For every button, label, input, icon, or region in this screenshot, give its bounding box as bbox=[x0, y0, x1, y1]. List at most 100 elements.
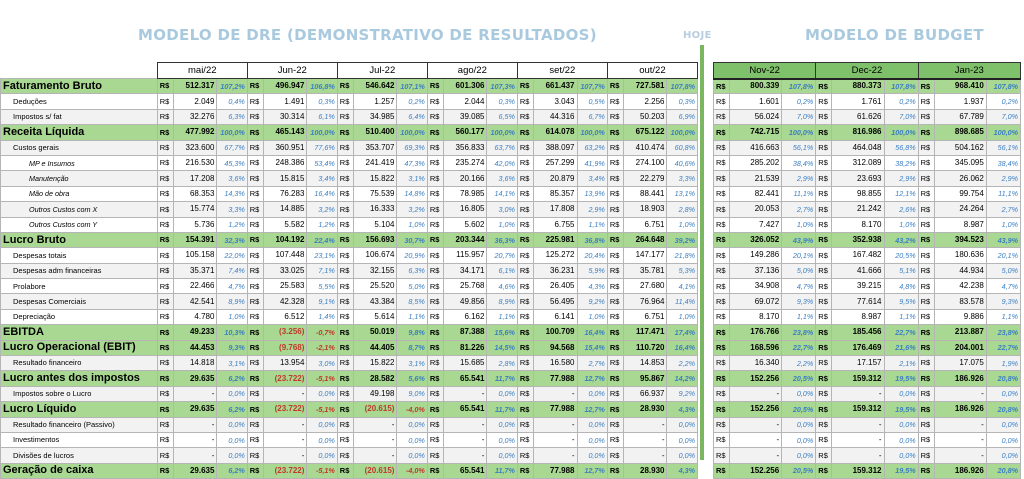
percent-cell: 5,3% bbox=[666, 262, 698, 280]
percent-cell: 20,5% bbox=[781, 370, 817, 387]
table-row: R$ 69.072 9,3% R$ 77.614 9,5% R$ 83.578 9,3% bbox=[712, 293, 1022, 310]
value-cell: 83.578 bbox=[933, 293, 987, 310]
currency-symbol: R$ bbox=[156, 262, 174, 280]
currency-symbol: R$ bbox=[917, 293, 935, 310]
percent-cell: 6,3% bbox=[396, 262, 428, 280]
value-cell: 95.867 bbox=[622, 370, 668, 387]
row-label: Resultado financeiro bbox=[0, 355, 158, 372]
currency-symbol: R$ bbox=[606, 108, 625, 126]
percent-cell: 1,0% bbox=[985, 216, 1022, 233]
percent-cell: 67,7% bbox=[216, 139, 248, 156]
row-label: Despesas Comerciais bbox=[0, 293, 158, 310]
table-row: Receita Líquida R$ 477.992 100,0% R$ 465.143 1… bbox=[0, 124, 698, 141]
value-cell: 81.226 bbox=[442, 339, 488, 357]
table-row: R$ 16.340 2,2% R$ 17.157 2,1% R$ 17.075 1,9% bbox=[712, 355, 1022, 372]
percent-cell: 56,1% bbox=[985, 139, 1022, 156]
value-cell: 880.373 bbox=[831, 77, 885, 95]
table-row: R$ 800.339 107,8% R$ 880.373 107,8% R$ 968.410 1… bbox=[712, 77, 1022, 95]
value-cell: 42.328 bbox=[262, 293, 308, 310]
value-cell: 32.155 bbox=[352, 262, 398, 280]
value-cell: 312.089 bbox=[831, 154, 885, 172]
table-row: R$ -0,0% R$ -0,0% R$ -0,0% bbox=[712, 447, 1022, 464]
currency-symbol: R$ bbox=[426, 308, 444, 326]
value-cell: 1.601 bbox=[729, 93, 783, 110]
value-cell: 107.448 bbox=[262, 247, 308, 264]
value-cell: 43.384 bbox=[352, 293, 398, 310]
value-cell: 15.822 bbox=[352, 355, 398, 372]
currency-symbol: R$ bbox=[917, 416, 935, 433]
percent-cell: 16,4% bbox=[576, 324, 608, 341]
value-cell: (9.768) bbox=[262, 339, 308, 357]
percent-cell: 16,4% bbox=[306, 185, 338, 203]
currency-symbol: R$ bbox=[815, 370, 833, 387]
value-cell: 2.049 bbox=[172, 93, 218, 110]
value-cell: 25.520 bbox=[352, 278, 398, 295]
percent-cell: 2,9% bbox=[985, 170, 1022, 187]
value-cell: 32.276 bbox=[172, 108, 218, 126]
table-row: MP e Insumos R$ 216.530 45,3% R$ 248.386 53,4%… bbox=[0, 154, 698, 172]
percent-cell: 11,1% bbox=[985, 185, 1022, 203]
currency-symbol: R$ bbox=[246, 185, 264, 203]
value-cell: 44.453 bbox=[172, 339, 218, 357]
table-row: Faturamento Bruto R$ 512.317 107,2% R$ 496.94… bbox=[0, 77, 698, 95]
percent-cell: 1,0% bbox=[216, 308, 248, 326]
percent-cell: 3,1% bbox=[216, 355, 248, 372]
value-cell: - bbox=[933, 385, 987, 403]
table-row: Prolabore R$ 22.466 4,7% R$ 25.583 5,5% R$ 25.52… bbox=[0, 278, 698, 295]
value-cell: 36.231 bbox=[533, 262, 578, 280]
percent-cell: -4,0% bbox=[396, 401, 428, 418]
currency-symbol: R$ bbox=[246, 278, 264, 295]
currency-symbol: R$ bbox=[606, 201, 625, 218]
percent-cell: 2,7% bbox=[985, 201, 1022, 218]
currency-symbol: R$ bbox=[516, 139, 535, 156]
value-cell: - bbox=[831, 431, 885, 449]
value-cell: 42.238 bbox=[933, 278, 987, 295]
value-cell: 1.761 bbox=[831, 93, 885, 110]
currency-symbol: R$ bbox=[516, 201, 535, 218]
value-cell: 323.600 bbox=[172, 139, 218, 156]
value-cell: 49.233 bbox=[172, 324, 218, 341]
percent-cell: 1,2% bbox=[216, 216, 248, 233]
currency-symbol: R$ bbox=[606, 247, 625, 264]
percent-cell: 43,2% bbox=[883, 231, 919, 249]
percent-cell: 5,0% bbox=[396, 278, 428, 295]
currency-symbol: R$ bbox=[156, 339, 174, 357]
currency-symbol: R$ bbox=[246, 231, 264, 249]
value-cell: 69.072 bbox=[729, 293, 783, 310]
percent-cell: 23,1% bbox=[306, 247, 338, 264]
value-cell: - bbox=[622, 416, 668, 433]
value-cell: 416.663 bbox=[729, 139, 783, 156]
currency-symbol: R$ bbox=[246, 385, 264, 403]
currency-symbol: R$ bbox=[712, 108, 731, 126]
percent-cell: 1,1% bbox=[883, 308, 919, 326]
currency-symbol: R$ bbox=[917, 201, 935, 218]
currency-symbol: R$ bbox=[426, 216, 444, 233]
value-cell: 42.541 bbox=[172, 293, 218, 310]
table-row: R$ -0,0% R$ -0,0% R$ -0,0% bbox=[712, 385, 1022, 403]
percent-cell: 21,8% bbox=[666, 247, 698, 264]
currency-symbol: R$ bbox=[712, 231, 731, 249]
currency-symbol: R$ bbox=[516, 447, 535, 464]
value-cell: - bbox=[831, 416, 885, 433]
value-cell: 24.264 bbox=[933, 201, 987, 218]
percent-cell: 0,0% bbox=[781, 431, 817, 449]
currency-symbol: R$ bbox=[156, 308, 174, 326]
value-cell: 34.985 bbox=[352, 108, 398, 126]
value-cell: 77.988 bbox=[533, 462, 578, 479]
dre-table: mai/22 Jun-22 Jul-22 ago/22 set/22 out/22 Fatu… bbox=[0, 62, 699, 479]
currency-symbol: R$ bbox=[156, 324, 174, 341]
currency-symbol: R$ bbox=[516, 339, 535, 357]
value-cell: 106.674 bbox=[352, 247, 398, 264]
table-row: R$ -0,0% R$ -0,0% R$ -0,0% bbox=[712, 416, 1022, 433]
value-cell: 15.774 bbox=[172, 201, 218, 218]
percent-cell: 100,0% bbox=[216, 124, 248, 141]
currency-symbol: R$ bbox=[606, 185, 625, 203]
value-cell: 29.635 bbox=[172, 462, 218, 479]
value-cell: 149.286 bbox=[729, 247, 783, 264]
value-cell: 225.981 bbox=[533, 231, 578, 249]
percent-cell: 9,5% bbox=[883, 293, 919, 310]
value-cell: 512.317 bbox=[172, 77, 218, 95]
value-cell: 115.957 bbox=[442, 247, 488, 264]
currency-symbol: R$ bbox=[917, 278, 935, 295]
currency-symbol: R$ bbox=[246, 247, 264, 264]
